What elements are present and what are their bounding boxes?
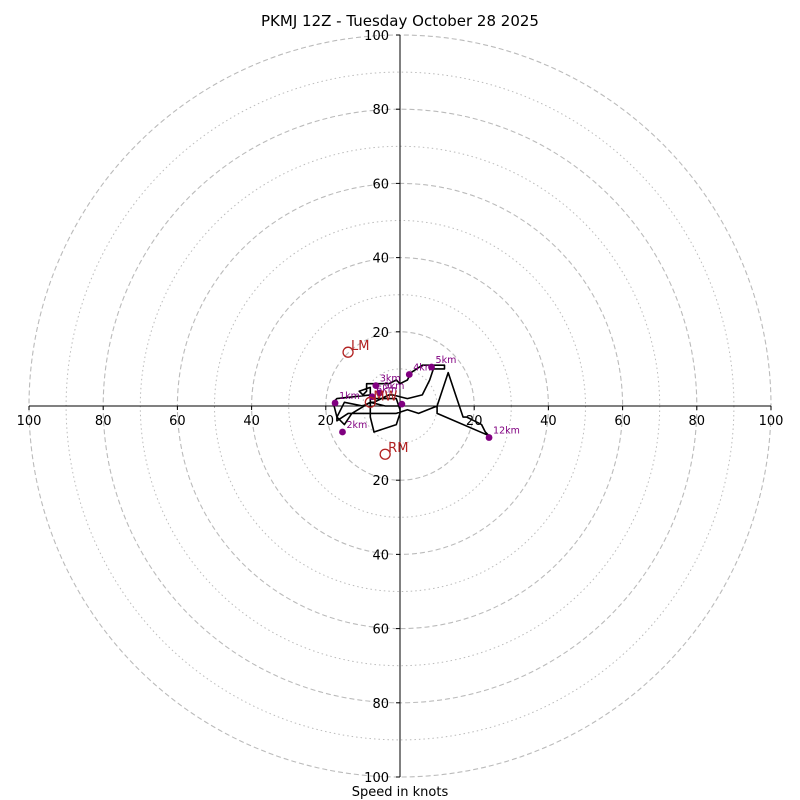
x-axis-label: Speed in knots	[352, 785, 449, 800]
x-tick-label: 40	[540, 414, 557, 429]
y-tick-label: 40	[372, 252, 389, 267]
x-tick-label: 100	[759, 414, 784, 429]
storm-motion-marker	[379, 448, 391, 460]
height-marker-label: 5km	[436, 355, 457, 366]
y-tick-label: 80	[372, 697, 389, 712]
x-tick-label: 80	[689, 414, 706, 429]
x-tick-label: 40	[243, 414, 260, 429]
y-tick-label: 40	[372, 548, 389, 563]
y-tick-label: 100	[364, 771, 389, 786]
height-marker-label: 12km	[493, 426, 520, 437]
height-marker-dot	[376, 389, 383, 397]
chart-title: PKMJ 12Z - Tuesday October 28 2025	[261, 12, 539, 30]
height-marker-label: 9km	[384, 381, 405, 392]
y-tick-label: 60	[372, 177, 389, 192]
height-marker-dot	[485, 434, 493, 441]
height-marker-label: 6km	[376, 385, 397, 396]
height-marker-dot	[331, 399, 339, 407]
height-marker-dot	[398, 400, 406, 408]
y-tick-label: 20	[372, 326, 389, 341]
x-tick-label: 20	[318, 414, 335, 429]
storm-motion-label: LM	[351, 339, 369, 354]
wind-trace	[332, 364, 490, 437]
x-tick-label: 80	[95, 414, 112, 429]
height-marker-label: 2km	[346, 420, 367, 431]
height-marker-dot	[428, 363, 435, 371]
height-marker-label: 4km	[413, 362, 434, 373]
x-tick-label: 60	[169, 414, 186, 429]
storm-motion-marker	[364, 396, 376, 408]
storm-motion-markers: LM RM MW	[342, 339, 408, 460]
y-tick-label: 60	[372, 623, 389, 638]
y-tick-label: 80	[372, 103, 389, 118]
height-marker-label: 3km	[380, 374, 401, 385]
x-tick-label: 60	[614, 414, 631, 429]
x-tick-label: 100	[17, 414, 42, 429]
height-marker-label: 1km	[339, 391, 360, 402]
tick-labels: 1001008080606040402020202040406060808010…	[17, 29, 784, 786]
height-marker-dot	[405, 371, 413, 378]
height-marker-dot	[372, 382, 380, 389]
y-tick-label: 20	[372, 474, 389, 489]
storm-motion-label: RM	[388, 441, 408, 456]
hodograph-trace-line	[332, 364, 490, 437]
storm-motion-marker	[342, 346, 354, 358]
height-marker-dot	[339, 428, 346, 436]
y-tick-label: 100	[364, 29, 389, 44]
storm-motion-label: MW	[373, 389, 397, 404]
